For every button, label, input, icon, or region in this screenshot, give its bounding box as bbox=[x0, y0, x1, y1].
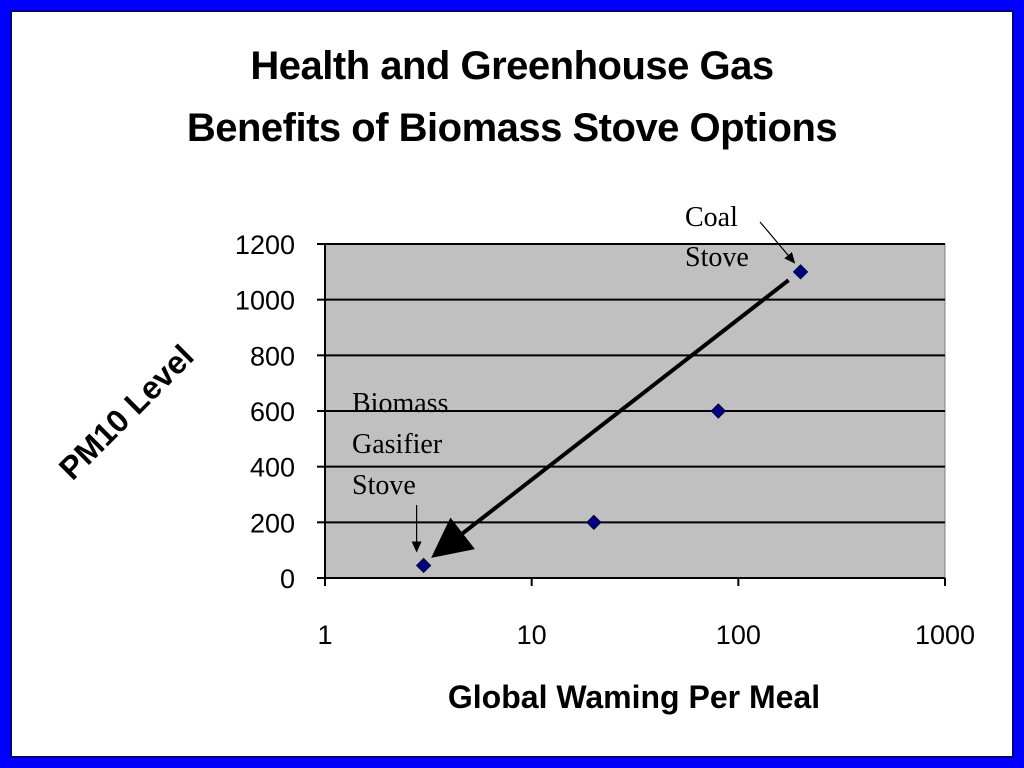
data-point bbox=[792, 264, 809, 280]
annotation-biomass-gasifier-stove: Biomass bbox=[352, 388, 448, 419]
x-tick-label: 1000 bbox=[915, 620, 975, 650]
y-tick-label: 600 bbox=[250, 397, 295, 427]
y-tick-label: 800 bbox=[250, 341, 295, 371]
chart-title-line-2: Benefits of Biomass Stove Options bbox=[186, 106, 838, 150]
x-tick-label: 1 bbox=[317, 620, 332, 650]
x-tick-label: 10 bbox=[517, 620, 547, 650]
data-point bbox=[586, 514, 602, 531]
trend-arrow-line bbox=[431, 278, 790, 558]
y-tick-label: 1200 bbox=[235, 230, 295, 260]
axes bbox=[317, 243, 946, 586]
trend-arrow bbox=[431, 278, 790, 558]
y-tick-label: 400 bbox=[250, 453, 295, 483]
grid-lines bbox=[325, 243, 945, 524]
annotation-biomass-gasifier-stove: Stove bbox=[352, 470, 416, 501]
x-tick-labels: 1 10 100 1000 bbox=[317, 620, 975, 650]
y-axis-title: PM10 Level bbox=[52, 338, 201, 487]
x-axis-title: Global Waming Per Meal bbox=[448, 679, 820, 715]
data-points bbox=[415, 264, 809, 574]
data-point bbox=[415, 557, 432, 574]
y-tick-label: 1000 bbox=[235, 286, 295, 316]
annotation-coal-stove: Stove bbox=[685, 242, 749, 273]
chart-title-line-1: Health and Greenhouse Gas bbox=[250, 44, 774, 88]
y-tick-labels: 0 200 400 600 800 1000 1200 bbox=[235, 230, 295, 594]
y-tick-label: 0 bbox=[280, 564, 295, 594]
annotation-biomass-gasifier-stove: Gasifier bbox=[352, 429, 443, 460]
annotations: Coal Stove Biomass Gasifier Stove bbox=[352, 202, 796, 553]
x-tick-label: 100 bbox=[716, 620, 761, 650]
annotation-pointer bbox=[759, 221, 796, 264]
annotation-coal-stove: Coal bbox=[685, 202, 738, 233]
y-tick-label: 200 bbox=[250, 508, 295, 538]
data-point bbox=[710, 403, 727, 419]
